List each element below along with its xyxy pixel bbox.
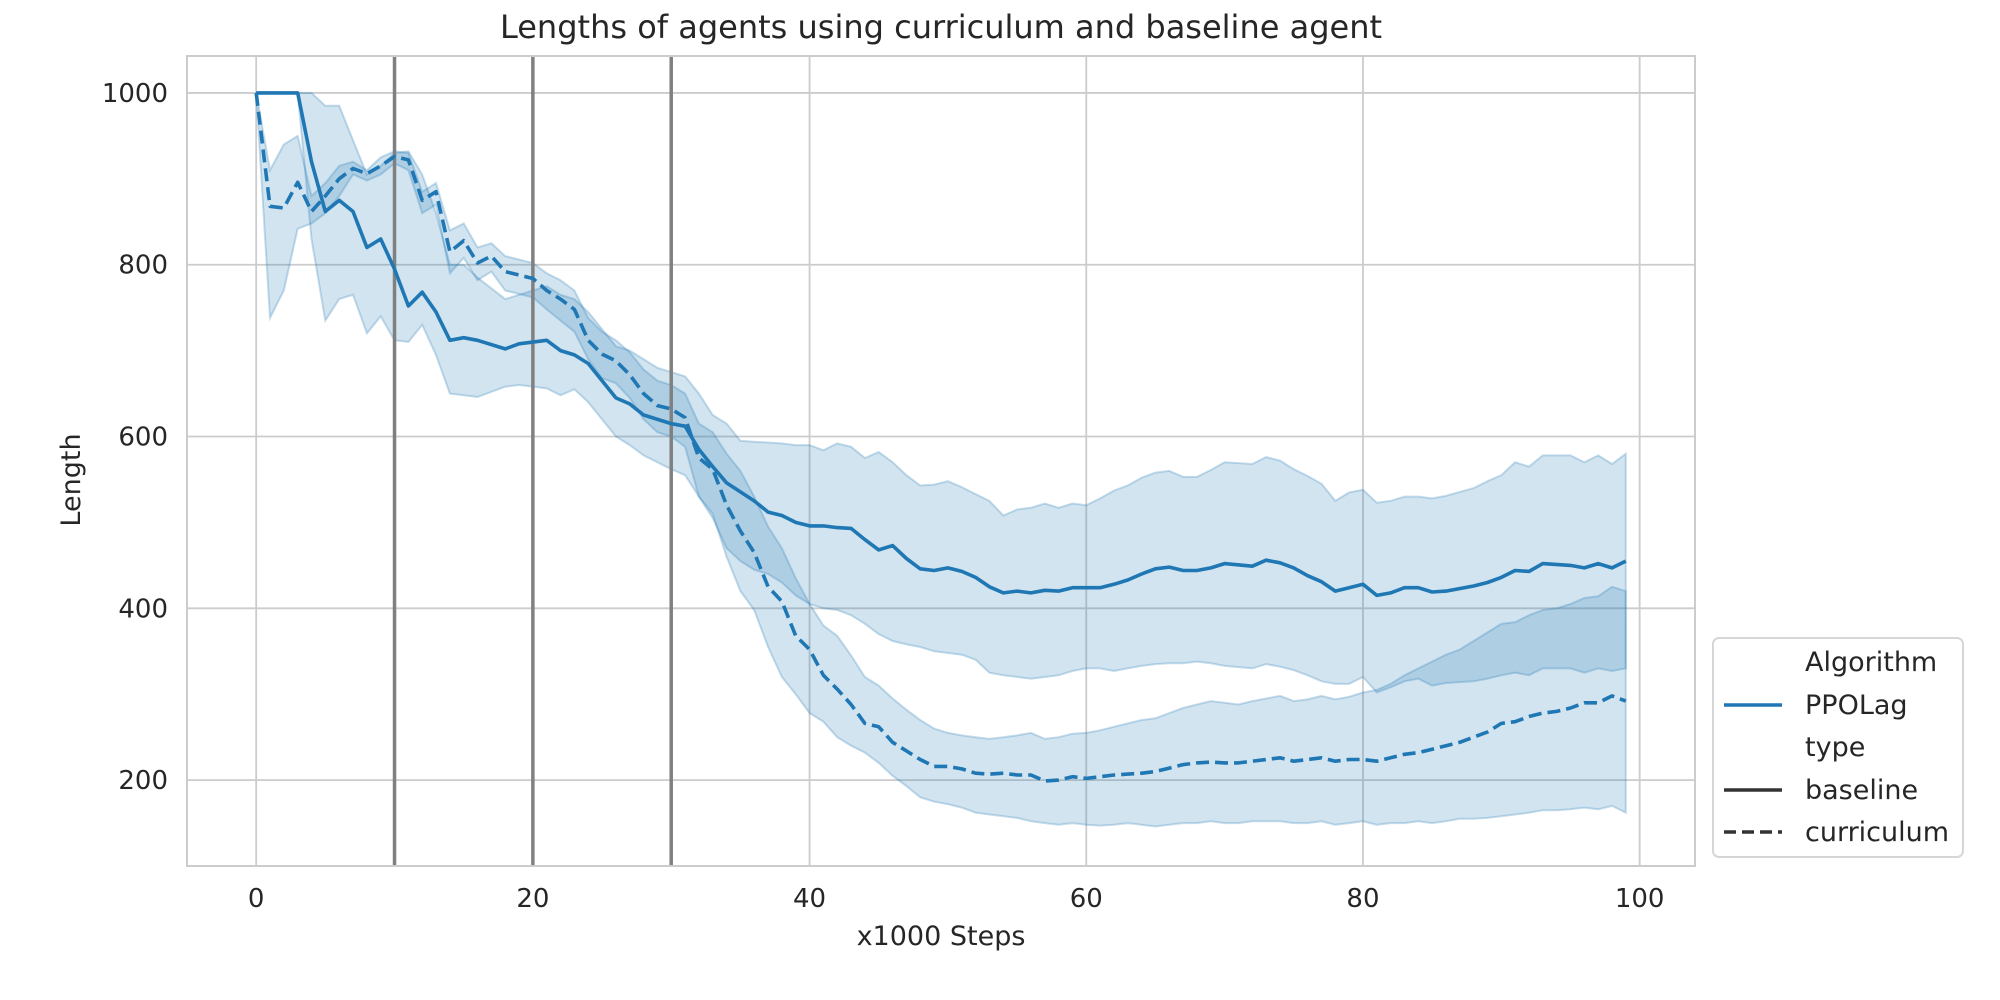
x-axis-label: x1000 Steps xyxy=(857,921,1026,952)
legend-label: Algorithm xyxy=(1805,647,1937,678)
plot-border xyxy=(186,55,1696,867)
y-tick-label: 800 xyxy=(118,251,168,281)
y-axis-label: Length xyxy=(56,433,87,526)
x-tick-labels: 0 20 40 60 80 100 xyxy=(248,884,1665,914)
legend-label: curriculum xyxy=(1805,817,1949,848)
y-tick-label: 200 xyxy=(118,766,168,796)
confidence-bands xyxy=(255,91,1627,828)
y-tick-label: 400 xyxy=(118,594,168,624)
x-tick-label: 60 xyxy=(1070,884,1103,914)
grid-lines xyxy=(187,56,1695,866)
y-tick-label: 600 xyxy=(118,423,168,453)
series-lines xyxy=(254,91,1627,783)
line-curriculum xyxy=(254,92,1627,783)
legend-label: type xyxy=(1805,732,1865,763)
legend: Algorithm PPOLag type baseline curriculum xyxy=(1712,637,1964,858)
band-curriculum xyxy=(255,92,1627,828)
chart-title: Lengths of agents using curriculum and b… xyxy=(500,8,1382,46)
legend-label: baseline xyxy=(1805,775,1918,806)
band-baseline xyxy=(256,91,1627,694)
x-tick-label: 20 xyxy=(516,884,549,914)
x-tick-label: 0 xyxy=(248,884,265,914)
legend-label: PPOLag xyxy=(1805,690,1908,721)
x-tick-label: 100 xyxy=(1615,884,1665,914)
line-baseline xyxy=(256,91,1627,598)
plot-area xyxy=(187,56,1695,866)
plot-background xyxy=(187,56,1695,866)
y-tick-label: 1000 xyxy=(102,79,168,109)
x-tick-label: 80 xyxy=(1346,884,1379,914)
y-tick-labels: 200 400 600 800 1000 xyxy=(102,79,168,796)
curriculum-stage-markers xyxy=(392,56,673,866)
x-tick-label: 40 xyxy=(793,884,826,914)
legend-box xyxy=(1712,637,1964,858)
plot-frame xyxy=(186,55,1696,867)
